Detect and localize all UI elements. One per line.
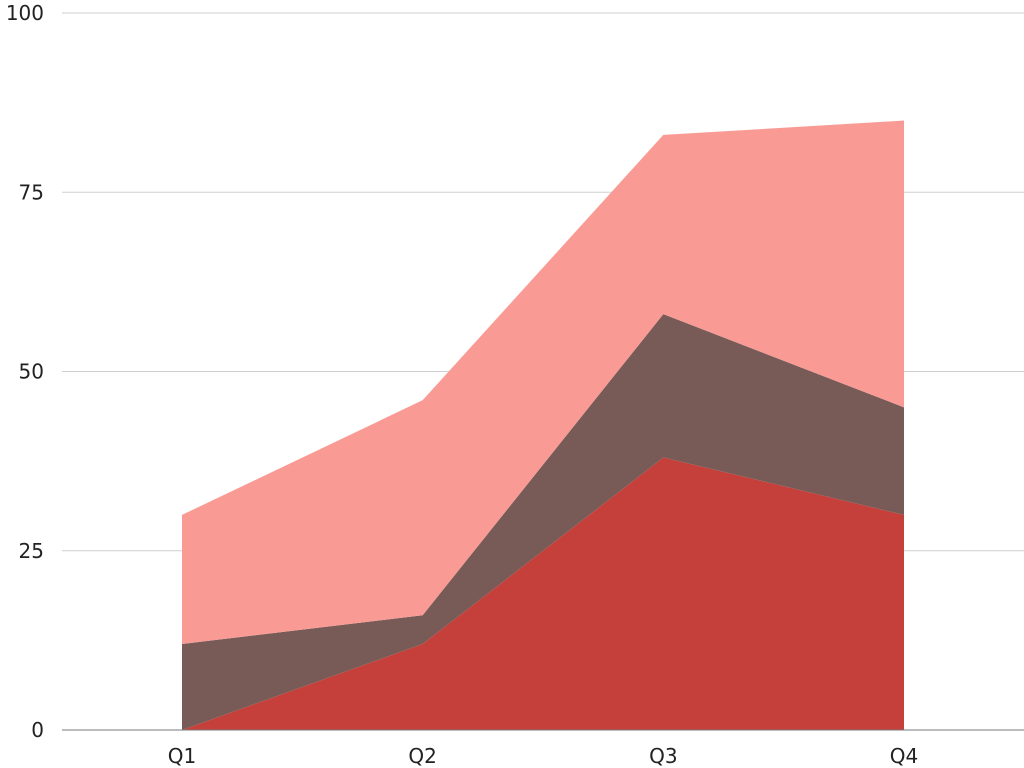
y-tick-label-50: 50	[19, 360, 44, 384]
x-tick-label-q3: Q3	[649, 744, 677, 768]
y-tick-label-100: 100	[6, 1, 44, 25]
x-tick-label-q4: Q4	[890, 744, 918, 768]
y-tick-label-75: 75	[19, 180, 44, 204]
area-series-2	[182, 314, 904, 730]
x-tick-label-q1: Q1	[168, 744, 196, 768]
axes: 0 25 50 75 100 Q1 Q2 Q3 Q4	[6, 1, 1024, 768]
x-tick-label-q2: Q2	[408, 744, 436, 768]
area-series-3	[182, 120, 904, 644]
y-tick-label-0: 0	[31, 718, 44, 742]
area-series-group	[182, 120, 904, 730]
y-tick-label-25: 25	[19, 539, 44, 563]
area-series-1	[182, 457, 904, 730]
